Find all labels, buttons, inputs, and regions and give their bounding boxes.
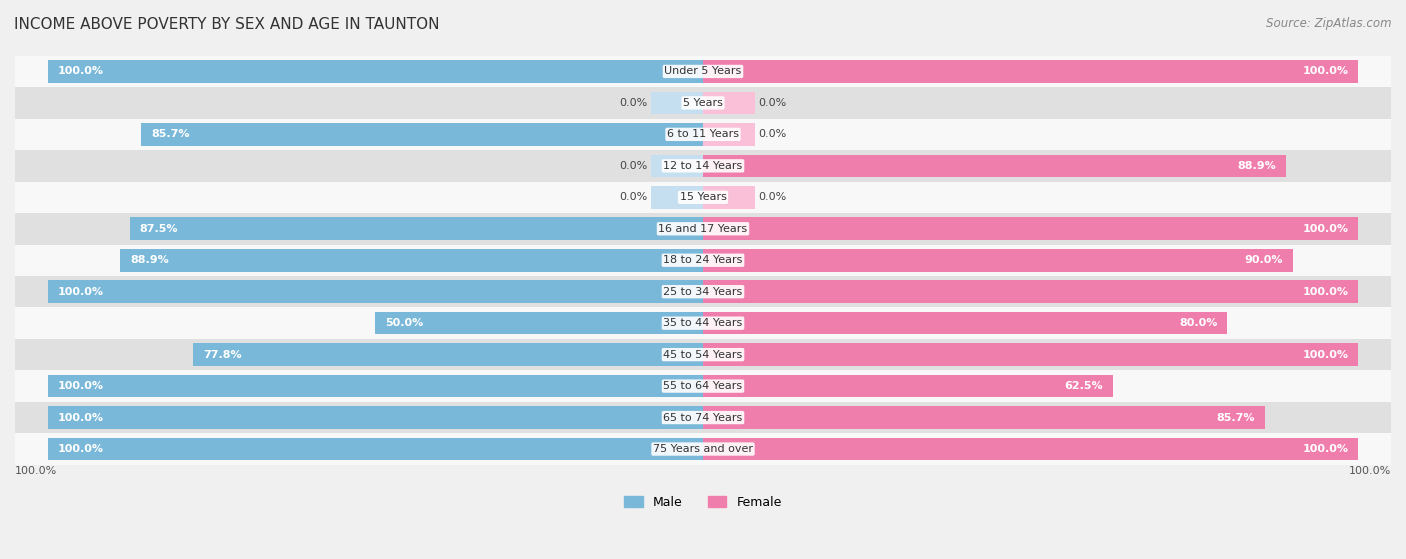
Bar: [15, 433, 1391, 465]
Text: 25 to 34 Years: 25 to 34 Years: [664, 287, 742, 297]
Text: 100.0%: 100.0%: [58, 67, 104, 77]
Text: 85.7%: 85.7%: [152, 129, 190, 139]
Bar: [193, 343, 703, 366]
Text: 0.0%: 0.0%: [759, 98, 787, 108]
Text: 100.0%: 100.0%: [15, 466, 58, 476]
Bar: [121, 249, 703, 272]
Text: 35 to 44 Years: 35 to 44 Years: [664, 318, 742, 328]
Text: Source: ZipAtlas.com: Source: ZipAtlas.com: [1267, 17, 1392, 30]
Text: 18 to 24 Years: 18 to 24 Years: [664, 255, 742, 265]
Bar: [142, 123, 703, 146]
Bar: [651, 186, 703, 209]
Bar: [48, 281, 703, 303]
Bar: [703, 217, 1358, 240]
Text: 100.0%: 100.0%: [1348, 466, 1391, 476]
Text: 0.0%: 0.0%: [619, 161, 647, 171]
Text: 85.7%: 85.7%: [1216, 413, 1254, 423]
Bar: [15, 150, 1391, 182]
Bar: [703, 123, 755, 146]
Bar: [15, 87, 1391, 119]
Text: 100.0%: 100.0%: [58, 287, 104, 297]
Text: 55 to 64 Years: 55 to 64 Years: [664, 381, 742, 391]
Text: 75 Years and over: 75 Years and over: [652, 444, 754, 454]
Text: 88.9%: 88.9%: [1237, 161, 1275, 171]
Bar: [375, 312, 703, 334]
Text: 100.0%: 100.0%: [58, 413, 104, 423]
Bar: [15, 244, 1391, 276]
Bar: [703, 438, 1358, 461]
Text: 0.0%: 0.0%: [759, 129, 787, 139]
Text: 0.0%: 0.0%: [619, 98, 647, 108]
Bar: [48, 60, 703, 83]
Bar: [651, 92, 703, 114]
Text: 87.5%: 87.5%: [139, 224, 179, 234]
Text: 50.0%: 50.0%: [385, 318, 423, 328]
Bar: [15, 371, 1391, 402]
Bar: [703, 154, 1285, 177]
Bar: [15, 402, 1391, 433]
Bar: [15, 276, 1391, 307]
Text: 100.0%: 100.0%: [1302, 349, 1348, 359]
Bar: [703, 343, 1358, 366]
Text: 65 to 74 Years: 65 to 74 Years: [664, 413, 742, 423]
Bar: [15, 119, 1391, 150]
Text: 0.0%: 0.0%: [759, 192, 787, 202]
Bar: [129, 217, 703, 240]
Text: 100.0%: 100.0%: [1302, 287, 1348, 297]
Bar: [48, 438, 703, 461]
Bar: [703, 60, 1358, 83]
Text: 100.0%: 100.0%: [1302, 224, 1348, 234]
Text: 100.0%: 100.0%: [1302, 444, 1348, 454]
Text: 80.0%: 80.0%: [1180, 318, 1218, 328]
Text: 62.5%: 62.5%: [1064, 381, 1102, 391]
Legend: Male, Female: Male, Female: [619, 491, 787, 514]
Bar: [703, 375, 1112, 397]
Text: 100.0%: 100.0%: [58, 381, 104, 391]
Text: 16 and 17 Years: 16 and 17 Years: [658, 224, 748, 234]
Text: 5 Years: 5 Years: [683, 98, 723, 108]
Text: 88.9%: 88.9%: [131, 255, 169, 265]
Text: 90.0%: 90.0%: [1244, 255, 1282, 265]
Text: 15 Years: 15 Years: [679, 192, 727, 202]
Text: 0.0%: 0.0%: [619, 192, 647, 202]
Text: 6 to 11 Years: 6 to 11 Years: [666, 129, 740, 139]
Text: 12 to 14 Years: 12 to 14 Years: [664, 161, 742, 171]
Bar: [48, 406, 703, 429]
Bar: [703, 406, 1264, 429]
Text: 77.8%: 77.8%: [202, 349, 242, 359]
Bar: [651, 154, 703, 177]
Text: INCOME ABOVE POVERTY BY SEX AND AGE IN TAUNTON: INCOME ABOVE POVERTY BY SEX AND AGE IN T…: [14, 17, 440, 32]
Text: Under 5 Years: Under 5 Years: [665, 67, 741, 77]
Bar: [703, 281, 1358, 303]
Bar: [703, 249, 1292, 272]
Bar: [703, 186, 755, 209]
Text: 100.0%: 100.0%: [1302, 67, 1348, 77]
Bar: [15, 339, 1391, 371]
Bar: [15, 56, 1391, 87]
Text: 45 to 54 Years: 45 to 54 Years: [664, 349, 742, 359]
Bar: [703, 92, 755, 114]
Bar: [703, 312, 1227, 334]
Bar: [15, 213, 1391, 244]
Bar: [15, 307, 1391, 339]
Bar: [48, 375, 703, 397]
Bar: [15, 182, 1391, 213]
Text: 100.0%: 100.0%: [58, 444, 104, 454]
